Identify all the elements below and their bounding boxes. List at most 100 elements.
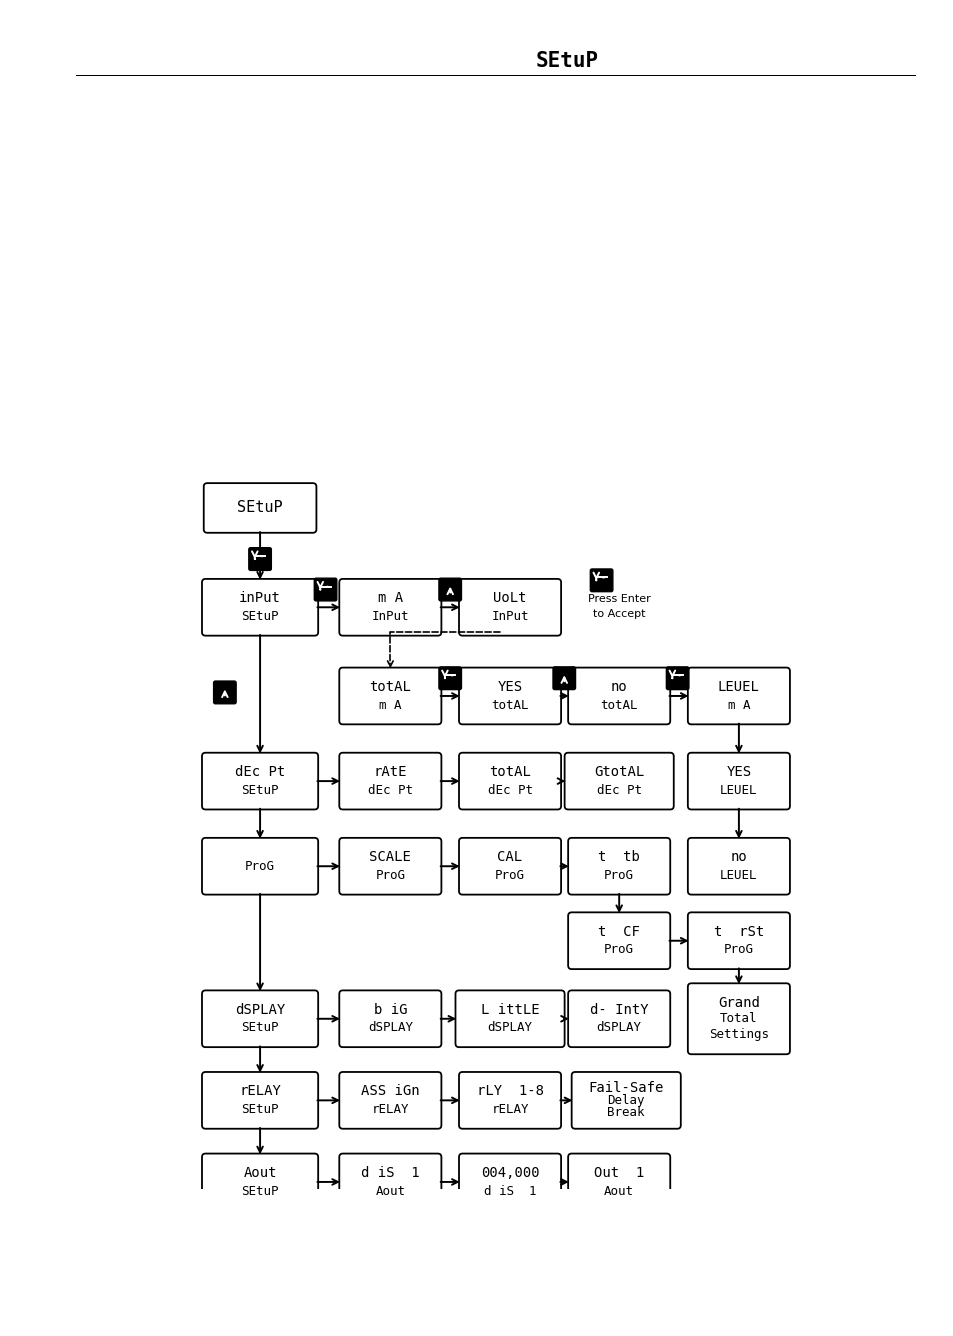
- Text: ProG: ProG: [603, 943, 634, 957]
- Text: totAL: totAL: [491, 699, 528, 712]
- FancyBboxPatch shape: [204, 484, 316, 533]
- Text: dEc Pt: dEc Pt: [596, 784, 641, 796]
- Text: d iS  1: d iS 1: [360, 1166, 419, 1180]
- FancyBboxPatch shape: [687, 983, 789, 1054]
- Text: rELAY: rELAY: [372, 1104, 409, 1116]
- Text: d- IntY: d- IntY: [589, 1002, 648, 1017]
- Text: rAtE: rAtE: [374, 766, 407, 779]
- FancyBboxPatch shape: [458, 838, 560, 895]
- Text: Aout: Aout: [243, 1166, 276, 1180]
- Text: Total: Total: [720, 1013, 757, 1025]
- Text: t  tb: t tb: [598, 850, 639, 864]
- Text: m A: m A: [727, 699, 749, 712]
- Text: SEtuP: SEtuP: [237, 501, 283, 516]
- Text: SCALE: SCALE: [369, 850, 411, 864]
- FancyBboxPatch shape: [339, 752, 441, 810]
- FancyBboxPatch shape: [687, 838, 789, 895]
- Text: Aout: Aout: [603, 1185, 634, 1197]
- Text: LEUEL: LEUEL: [718, 680, 759, 693]
- Text: Fail-Safe: Fail-Safe: [588, 1081, 663, 1096]
- Text: SEtuP: SEtuP: [241, 611, 278, 623]
- Text: totAL: totAL: [369, 680, 411, 693]
- Text: ProG: ProG: [603, 868, 634, 882]
- Text: dSPLAY: dSPLAY: [487, 1022, 532, 1034]
- FancyBboxPatch shape: [202, 1071, 318, 1129]
- FancyBboxPatch shape: [553, 667, 575, 689]
- FancyBboxPatch shape: [339, 1071, 441, 1129]
- Text: m A: m A: [377, 591, 402, 605]
- Text: dEc Pt: dEc Pt: [487, 784, 532, 796]
- Text: Delay: Delay: [607, 1094, 644, 1106]
- Text: InPut: InPut: [372, 611, 409, 623]
- FancyBboxPatch shape: [202, 990, 318, 1047]
- FancyBboxPatch shape: [202, 1153, 318, 1210]
- FancyBboxPatch shape: [455, 990, 564, 1047]
- FancyBboxPatch shape: [564, 752, 673, 810]
- Text: totAL: totAL: [489, 766, 531, 779]
- Text: Break: Break: [607, 1106, 644, 1120]
- Text: ProG: ProG: [375, 868, 405, 882]
- Text: ASS iGn: ASS iGn: [360, 1083, 419, 1098]
- Text: to Accept: to Accept: [593, 609, 645, 620]
- Text: m A: m A: [378, 699, 401, 712]
- Text: L ittLE: L ittLE: [480, 1002, 538, 1017]
- Text: 004,000: 004,000: [480, 1166, 538, 1180]
- FancyBboxPatch shape: [339, 1153, 441, 1210]
- FancyBboxPatch shape: [339, 668, 441, 724]
- FancyBboxPatch shape: [568, 990, 670, 1047]
- FancyBboxPatch shape: [568, 912, 670, 969]
- FancyBboxPatch shape: [687, 668, 789, 724]
- Text: dSPLAY: dSPLAY: [596, 1022, 641, 1034]
- Text: rELAY: rELAY: [491, 1104, 528, 1116]
- FancyBboxPatch shape: [339, 990, 441, 1047]
- Text: no: no: [610, 680, 627, 693]
- Text: InPut: InPut: [491, 611, 528, 623]
- FancyBboxPatch shape: [571, 1071, 680, 1129]
- Text: SEtuP: SEtuP: [241, 1185, 278, 1197]
- FancyBboxPatch shape: [314, 578, 336, 601]
- Text: ProG: ProG: [245, 860, 274, 872]
- Text: dEc Pt: dEc Pt: [234, 766, 285, 779]
- Text: Out  1: Out 1: [594, 1166, 643, 1180]
- FancyBboxPatch shape: [687, 752, 789, 810]
- Text: Press Enter: Press Enter: [587, 593, 650, 604]
- FancyBboxPatch shape: [202, 578, 318, 636]
- FancyBboxPatch shape: [202, 838, 318, 895]
- Text: t  CF: t CF: [598, 925, 639, 938]
- Text: CAL: CAL: [497, 850, 522, 864]
- FancyBboxPatch shape: [438, 667, 461, 689]
- FancyBboxPatch shape: [438, 578, 461, 601]
- FancyBboxPatch shape: [590, 569, 612, 592]
- Text: SEtuP: SEtuP: [241, 1104, 278, 1116]
- Text: SEtuP: SEtuP: [241, 784, 278, 796]
- FancyBboxPatch shape: [568, 1153, 670, 1210]
- Text: LEUEL: LEUEL: [720, 868, 757, 882]
- Text: ProG: ProG: [723, 943, 753, 957]
- Text: d iS  1: d iS 1: [483, 1185, 536, 1197]
- FancyBboxPatch shape: [458, 752, 560, 810]
- Text: dEc Pt: dEc Pt: [368, 784, 413, 796]
- FancyBboxPatch shape: [213, 681, 236, 704]
- FancyBboxPatch shape: [202, 752, 318, 810]
- FancyBboxPatch shape: [687, 912, 789, 969]
- FancyBboxPatch shape: [339, 838, 441, 895]
- FancyBboxPatch shape: [568, 668, 670, 724]
- Text: LEUEL: LEUEL: [720, 784, 757, 796]
- FancyBboxPatch shape: [458, 668, 560, 724]
- Text: GtotAL: GtotAL: [594, 766, 643, 779]
- Text: no: no: [730, 850, 746, 864]
- Text: UoLt: UoLt: [493, 591, 526, 605]
- Text: Aout: Aout: [375, 1185, 405, 1197]
- Text: rLY  1-8: rLY 1-8: [476, 1083, 543, 1098]
- Text: YES: YES: [497, 680, 522, 693]
- FancyBboxPatch shape: [458, 1153, 560, 1210]
- Text: rELAY: rELAY: [239, 1083, 281, 1098]
- Text: t  rSt: t rSt: [713, 925, 763, 938]
- FancyBboxPatch shape: [568, 838, 670, 895]
- Text: ProG: ProG: [495, 868, 524, 882]
- Text: Grand: Grand: [718, 995, 759, 1010]
- Text: b iG: b iG: [374, 1002, 407, 1017]
- FancyBboxPatch shape: [458, 1071, 560, 1129]
- Text: totAL: totAL: [599, 699, 638, 712]
- Text: SEtuP: SEtuP: [536, 52, 598, 71]
